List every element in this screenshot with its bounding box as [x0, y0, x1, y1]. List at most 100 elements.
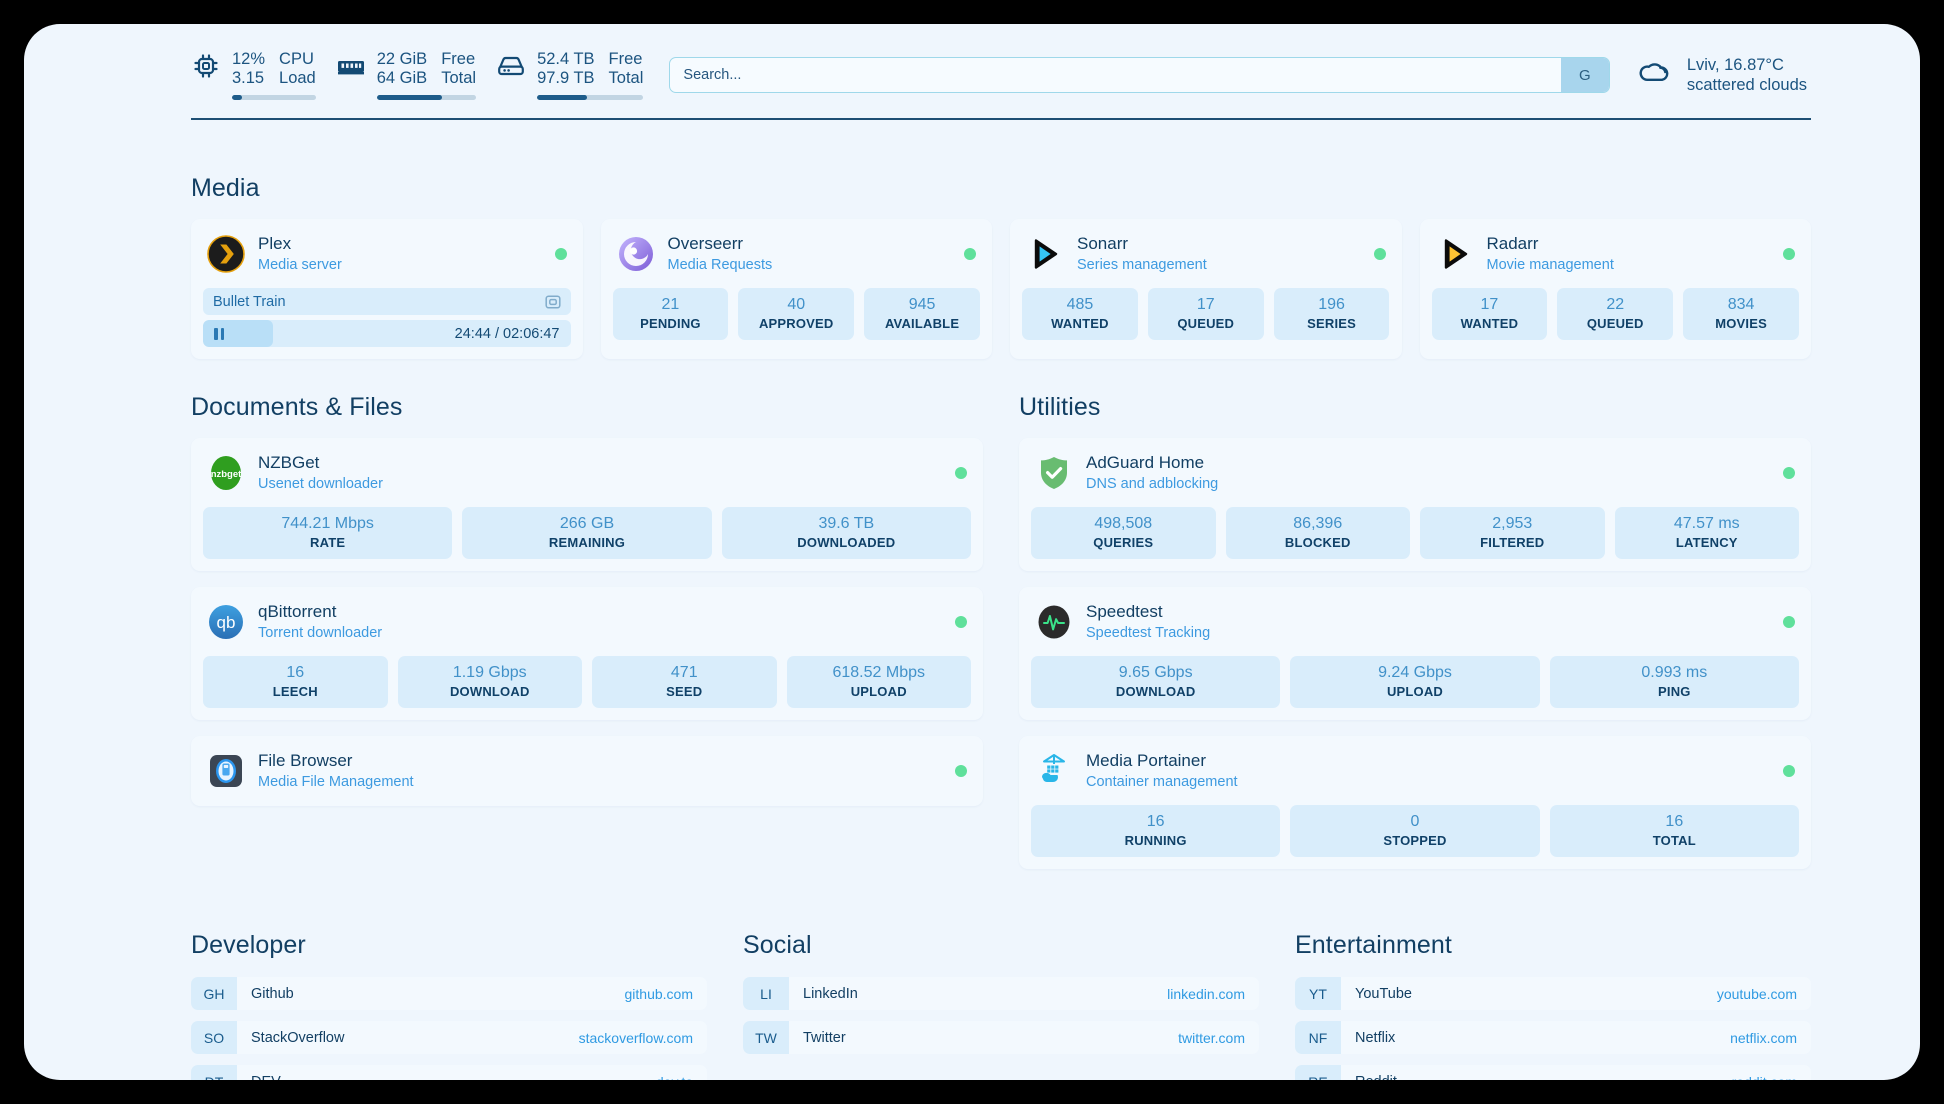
service-name: AdGuard Home	[1086, 453, 1205, 472]
stat-tile-label: MOVIES	[1715, 316, 1767, 331]
stat-tile[interactable]: 86,396 BLOCKED	[1225, 507, 1410, 559]
stat-tile-value: 17	[1480, 296, 1499, 313]
service-subtitle: Torrent downloader	[258, 625, 383, 641]
status-indicator-online	[955, 765, 967, 777]
bookmark-abbr: SO	[191, 1021, 237, 1054]
cpu-icon	[191, 50, 221, 82]
stat-tile[interactable]: 266 GB REMAINING	[462, 507, 712, 559]
stat-tile[interactable]: 471 SEED	[592, 656, 777, 708]
search-submit-button[interactable]: G	[1560, 58, 1609, 92]
stat-tile-value: 16	[286, 664, 305, 681]
svg-text:qb: qb	[217, 613, 236, 632]
bookmark-abbr: RE	[1295, 1065, 1341, 1080]
stat-tile-value: 86,396	[1293, 515, 1343, 532]
stat-tile[interactable]: 9.65 Gbps DOWNLOAD	[1031, 656, 1281, 708]
service-subtitle: Media server	[258, 257, 342, 273]
stat-tile[interactable]: 22 QUEUED	[1557, 288, 1674, 340]
stat-tile[interactable]: 618.52 Mbps UPLOAD	[786, 656, 971, 708]
bookmark-group: Developer GH Github github.com SO StackOverfl…	[191, 931, 707, 1080]
plex-icon	[207, 235, 245, 273]
bookmark-list: YT YouTube youtube.com NF Netflix netflix.com…	[1295, 977, 1811, 1080]
bookmark-group: Entertainment YT YouTube youtube.com NF Netfl…	[1295, 931, 1811, 1080]
stat-tile[interactable]: 0 STOPPED	[1290, 805, 1540, 857]
service-subtitle: DNS and adblocking	[1086, 476, 1219, 492]
stat-tile[interactable]: 47.57 ms LATENCY	[1614, 507, 1799, 559]
bookmark-item[interactable]: TW Twitter twitter.com	[743, 1021, 1259, 1054]
cpu-label-secondary: Load	[279, 69, 316, 87]
stat-tile-label: LATENCY	[1675, 535, 1738, 550]
weather-description: scattered clouds	[1686, 76, 1807, 94]
service-card-header: AdGuard Home DNS and adblocking	[1031, 450, 1799, 496]
bookmark-item[interactable]: LI LinkedIn linkedin.com	[743, 977, 1259, 1010]
stat-tile-label: LEECH	[272, 684, 318, 699]
stat-tile-value: 498,508	[1094, 515, 1153, 532]
bookmark-abbr: LI	[743, 977, 789, 1010]
search-input[interactable]	[670, 58, 1561, 92]
stat-tile[interactable]: 16 TOTAL	[1549, 805, 1799, 857]
disk-icon	[496, 50, 526, 82]
stat-tile[interactable]: 2,953 FILTERED	[1420, 507, 1605, 559]
bookmark-name: Github	[251, 985, 294, 1002]
service-card-plex[interactable]: Plex Media server Bullet Train 24:44 / 02:0…	[191, 219, 583, 359]
stat-tile-value: 834	[1727, 296, 1755, 313]
service-subtitle: Media Requests	[667, 257, 773, 273]
bookmark-item[interactable]: DTDEV dev.to	[191, 1065, 707, 1080]
service-card-media-portainer[interactable]: Media Portainer Container management 16 RUN…	[1019, 736, 1811, 869]
speedtest-icon	[1035, 603, 1073, 641]
stat-tile-label: DOWNLOADED	[797, 535, 896, 550]
bookmark-item[interactable]: REReddit reddit.com	[1295, 1065, 1811, 1080]
service-card-qbittorrent[interactable]: qb qBittorrent Torrent downloader 16 LEECH 1.…	[191, 587, 983, 720]
radarr-icon	[1436, 235, 1474, 273]
cpu-value-secondary: 3.15	[232, 69, 265, 87]
stat-tile[interactable]: 17 WANTED	[1431, 288, 1548, 340]
pause-icon[interactable]	[214, 327, 224, 340]
bookmark-abbr: DT	[191, 1065, 237, 1080]
stat-tile[interactable]: 945 AVAILABLE	[864, 288, 980, 340]
system-stat-disk: 52.4 TB 97.9 TB Free Total	[496, 50, 644, 100]
stat-tile[interactable]: 40 APPROVED	[738, 288, 855, 340]
bookmark-group-title: Entertainment	[1295, 931, 1452, 959]
stat-tile-value: 39.6 TB	[818, 515, 875, 532]
stat-tile-label: REMAINING	[548, 535, 626, 550]
search-box[interactable]: G	[669, 57, 1610, 93]
svg-text:nzbget: nzbget	[211, 469, 242, 480]
service-card-file-browser[interactable]: File Browser Media File Management	[191, 736, 983, 806]
bookmark-list: GH Github github.com SO StackOverflow stackov…	[191, 977, 707, 1080]
qbittorrent-icon: qb	[207, 603, 245, 641]
filebrowser-icon	[207, 752, 245, 790]
stat-tile[interactable]: 498,508 QUERIES	[1031, 507, 1216, 559]
cpu-value-primary: 12%	[232, 50, 266, 68]
stat-tile[interactable]: 16 RUNNING	[1031, 805, 1281, 857]
stat-tile-label: BLOCKED	[1284, 535, 1351, 550]
now-playing-progress-bar[interactable]: 24:44 / 02:06:47	[203, 320, 571, 347]
bookmark-item[interactable]: SO StackOverflow stackoverflow.com	[191, 1021, 707, 1054]
bookmark-item[interactable]: NF Netflix netflix.com	[1295, 1021, 1811, 1054]
service-card-radarr[interactable]: Radarr Movie management 17 WANTED 22 QUEUED 83…	[1419, 219, 1811, 359]
documents-section-title: Documents & Files	[191, 393, 403, 421]
utilities-section: Utilities AdGuard Home DNS and adblocking…	[1019, 393, 1811, 869]
stat-tile[interactable]: 196 SERIES	[1273, 288, 1390, 340]
bookmark-item[interactable]: YT YouTube youtube.com	[1295, 977, 1811, 1010]
stat-tile-value: 16	[1146, 813, 1165, 830]
stat-tile[interactable]: 17 QUEUED	[1147, 288, 1264, 340]
stat-tile[interactable]: 1.19 Gbps DOWNLOAD	[397, 656, 582, 708]
service-card-nzbget[interactable]: nzbget NZBGet Usenet downloader 744.21 Mbps…	[191, 438, 983, 571]
service-name: File Browser	[258, 751, 353, 770]
stat-tile[interactable]: 0.993 ms PING	[1549, 656, 1799, 708]
stat-tile-label: QUEUED	[1177, 316, 1235, 331]
bookmark-name: Netflix	[1355, 1029, 1396, 1046]
bookmark-item[interactable]: GH Github github.com	[191, 977, 707, 1010]
stat-tile-value: 0	[1410, 813, 1420, 830]
service-card-speedtest[interactable]: Speedtest Speedtest Tracking 9.65 Gbps DOWN…	[1019, 587, 1811, 720]
stat-tile[interactable]: 16 LEECH	[203, 656, 388, 708]
service-card-overseerr[interactable]: Overseerr Media Requests 21 PENDING 40 APPROV…	[600, 219, 992, 359]
stat-tile[interactable]: 744.21 Mbps RATE	[203, 507, 453, 559]
stat-tile-value: 485	[1066, 296, 1094, 313]
stat-tile[interactable]: 39.6 TB DOWNLOADED	[721, 507, 971, 559]
service-card-adguard-home[interactable]: AdGuard Home DNS and adblocking 498,508 QUE…	[1019, 438, 1811, 571]
stat-tile[interactable]: 834 MOVIES	[1683, 288, 1799, 340]
stat-tile[interactable]: 21 PENDING	[612, 288, 729, 340]
stat-tile[interactable]: 9.24 Gbps UPLOAD	[1290, 656, 1540, 708]
service-card-sonarr[interactable]: Sonarr Series management 485 WANTED 17 QUEUED…	[1010, 219, 1402, 359]
stat-tile[interactable]: 485 WANTED	[1022, 288, 1138, 340]
